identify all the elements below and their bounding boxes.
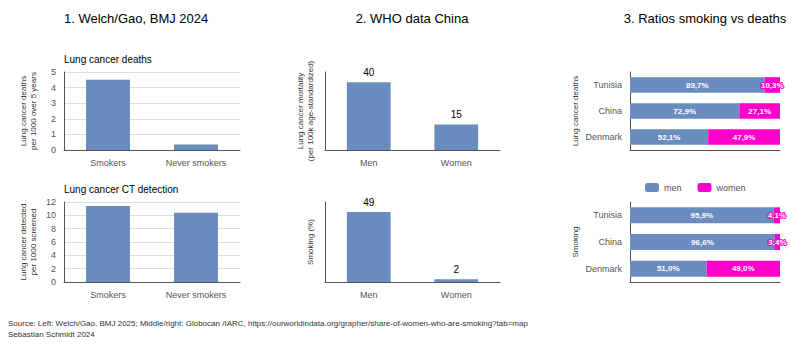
svg-text:49: 49	[363, 197, 375, 208]
svg-text:(per 100k age-standardized): (per 100k age-standardized)	[306, 60, 315, 161]
svg-text:4: 4	[51, 83, 56, 93]
svg-text:men: men	[664, 183, 682, 193]
svg-text:Lung cancer deaths: Lung cancer deaths	[64, 54, 152, 65]
svg-text:Source: Left: Welch/Gao, BMJ 2: Source: Left: Welch/Gao, BMJ 2025; Middl…	[8, 319, 528, 328]
svg-text:96,6%: 96,6%	[691, 238, 714, 247]
svg-text:Never smokers: Never smokers	[166, 158, 227, 168]
svg-text:6: 6	[51, 237, 56, 247]
svg-text:per 1000 screened: per 1000 screened	[29, 209, 38, 276]
svg-text:Sebastian Schmidt 2024: Sebastian Schmidt 2024	[8, 330, 95, 339]
svg-text:1: 1	[51, 129, 56, 139]
svg-text:5: 5	[51, 67, 56, 77]
svg-text:Men: Men	[360, 290, 378, 300]
svg-text:Tunisia: Tunisia	[593, 210, 622, 220]
svg-text:Lung cancer deaths: Lung cancer deaths	[19, 76, 28, 146]
svg-text:Women: Women	[441, 290, 472, 300]
svg-text:3,4%: 3,4%	[768, 238, 786, 247]
svg-text:72,9%: 72,9%	[673, 107, 696, 116]
svg-text:Women: Women	[441, 158, 472, 168]
svg-text:Lung cancer detected: Lung cancer detected	[19, 204, 28, 281]
svg-text:Never smokers: Never smokers	[166, 290, 227, 300]
svg-text:0: 0	[51, 145, 56, 155]
svg-text:China: China	[598, 106, 622, 116]
svg-text:Lung cancer deaths: Lung cancer deaths	[571, 76, 580, 146]
svg-text:95,9%: 95,9%	[691, 211, 714, 220]
svg-text:15: 15	[451, 109, 463, 120]
svg-text:Lung cancer CT detection: Lung cancer CT detection	[64, 184, 178, 195]
svg-text:Men: Men	[360, 158, 378, 168]
svg-text:12: 12	[46, 197, 56, 207]
svg-text:Smoking (%): Smoking (%)	[306, 219, 315, 265]
svg-text:10,3%: 10,3%	[761, 81, 784, 90]
svg-text:10: 10	[46, 210, 56, 220]
svg-text:3: 3	[51, 98, 56, 108]
svg-text:52,1%: 52,1%	[658, 133, 681, 142]
svg-text:women: women	[716, 183, 746, 193]
svg-text:4,1%: 4,1%	[768, 211, 786, 220]
svg-text:Denmark: Denmark	[585, 132, 622, 142]
svg-text:49,0%: 49,0%	[732, 264, 755, 273]
svg-text:2: 2	[51, 114, 56, 124]
svg-text:4: 4	[51, 250, 56, 260]
svg-text:Tunisia: Tunisia	[593, 80, 622, 90]
svg-text:8: 8	[51, 224, 56, 234]
svg-text:2: 2	[51, 264, 56, 274]
svg-text:per 1000 over 5 years: per 1000 over 5 years	[29, 72, 38, 150]
svg-text:51,0%: 51,0%	[657, 264, 680, 273]
svg-text:89,7%: 89,7%	[686, 81, 709, 90]
svg-text:27,1%: 27,1%	[748, 107, 771, 116]
svg-text:2. WHO data China: 2. WHO data China	[356, 11, 469, 26]
svg-text:1. Welch/Gao, BMJ 2024: 1. Welch/Gao, BMJ 2024	[64, 11, 208, 26]
svg-text:3. Ratios smoking vs deaths: 3. Ratios smoking vs deaths	[624, 11, 787, 26]
svg-text:Lung cancer mortality: Lung cancer mortality	[296, 73, 305, 149]
svg-text:Smoking: Smoking	[571, 226, 580, 257]
svg-text:2: 2	[453, 264, 459, 275]
svg-text:China: China	[598, 237, 622, 247]
svg-text:Denmark: Denmark	[585, 264, 622, 274]
svg-text:47,9%: 47,9%	[733, 133, 756, 142]
svg-text:40: 40	[363, 67, 375, 78]
svg-text:Smokers: Smokers	[90, 290, 126, 300]
svg-text:Smokers: Smokers	[90, 158, 126, 168]
svg-text:0: 0	[51, 277, 56, 287]
